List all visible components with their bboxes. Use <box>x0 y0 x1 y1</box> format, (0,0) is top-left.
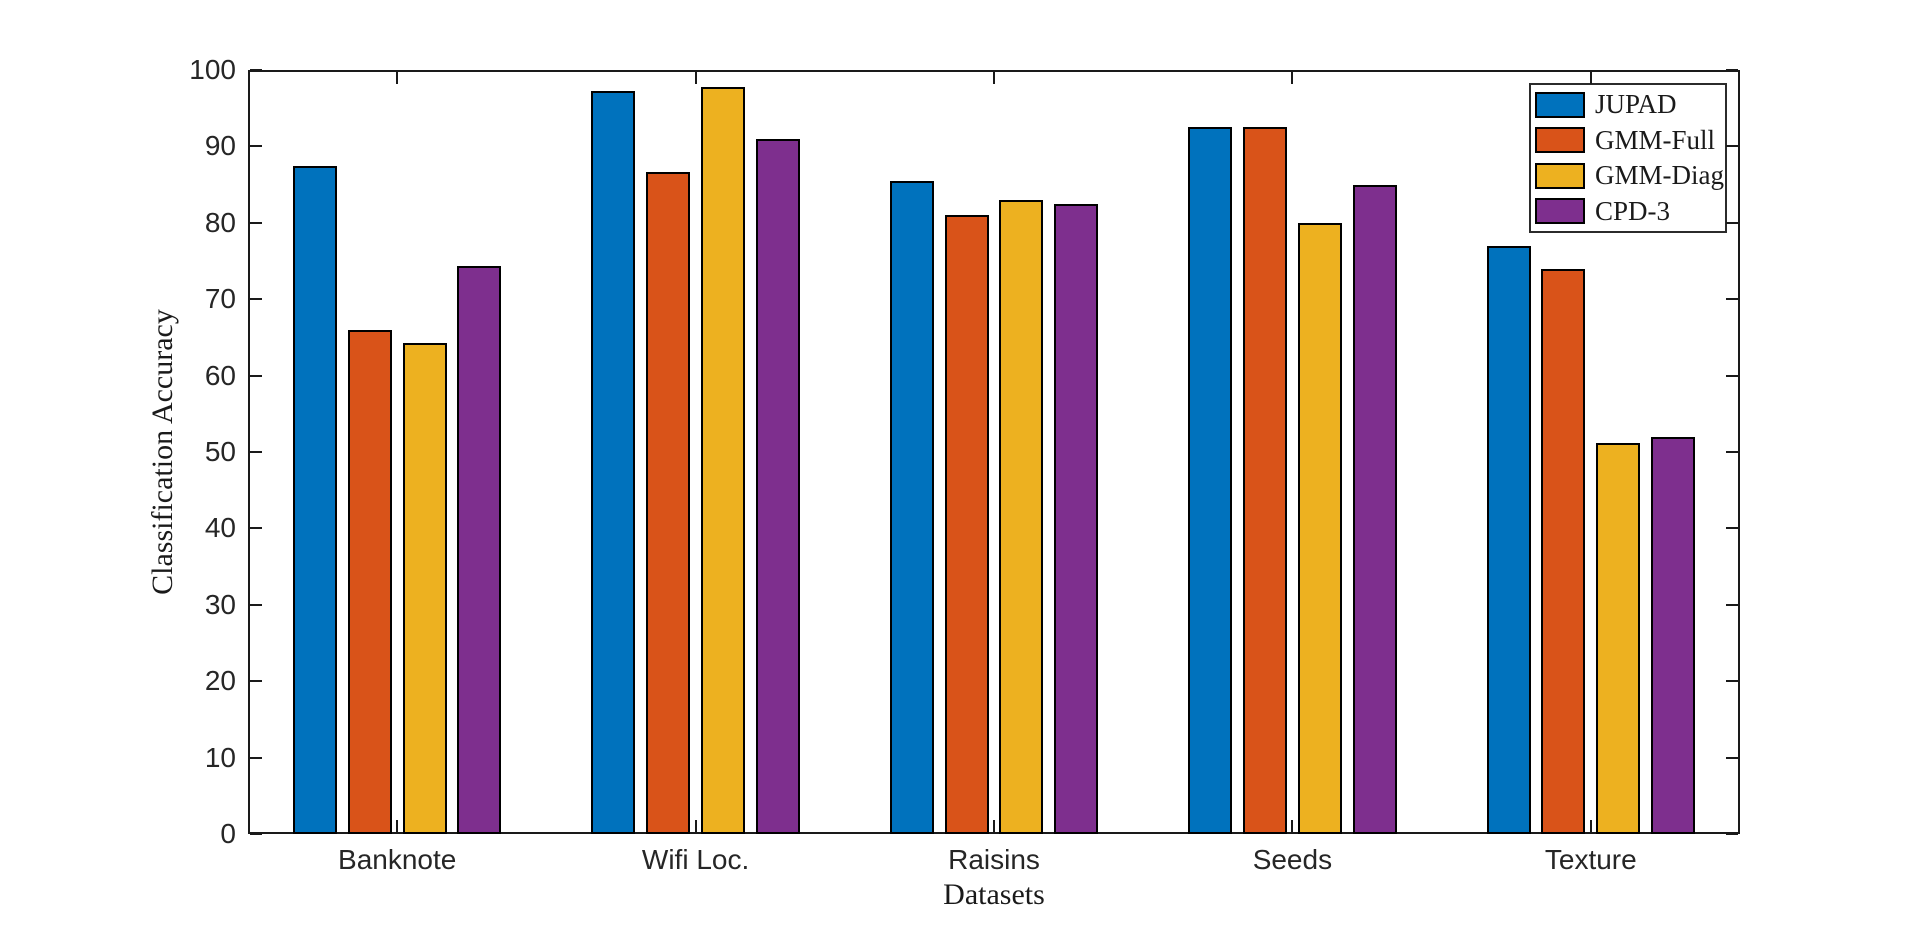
y-tick-mark-left <box>250 145 262 148</box>
x-tick-mark-top <box>993 72 995 84</box>
bar-jupad-banknote <box>293 166 337 834</box>
y-tick-mark-left <box>250 527 262 530</box>
bar-gmm-full-raisins <box>944 215 989 834</box>
y-tick-label: 10 <box>204 741 236 773</box>
bar-gmm-full-banknote <box>347 329 392 834</box>
bar-gmm-diag-banknote <box>402 342 447 834</box>
legend-row-gmm-diag: GMM-Diag <box>1535 160 1725 191</box>
y-tick-mark-left <box>250 833 262 835</box>
legend-label: CPD-3 <box>1595 195 1671 226</box>
bar-gmm-diag-seeds <box>1297 222 1342 834</box>
x-tick-mark-top <box>396 72 399 84</box>
y-tick-label: 60 <box>204 359 236 391</box>
x-tick-label-wifi-loc-: Wifi Loc. <box>641 844 750 875</box>
x-tick-label-raisins: Raisins <box>948 844 1040 875</box>
y-tick-label: 70 <box>204 283 236 315</box>
y-tick-label: 0 <box>220 818 236 849</box>
legend-label: JUPAD <box>1595 89 1677 120</box>
x-tick-mark-bottom <box>1589 820 1592 832</box>
y-tick-mark-right <box>1726 221 1738 224</box>
y-tick-mark-right <box>1726 145 1738 148</box>
y-tick-label: 40 <box>204 512 236 544</box>
x-tick-mark-top <box>1589 72 1592 84</box>
y-tick-label: 50 <box>204 436 236 467</box>
y-tick-mark-right <box>1726 69 1738 71</box>
y-tick-mark-left <box>250 680 262 683</box>
legend-swatch-icon <box>1535 91 1585 118</box>
y-tick-label: 30 <box>204 588 236 620</box>
legend-swatch-icon <box>1535 198 1585 225</box>
legend-label: GMM-Full <box>1595 124 1716 155</box>
bar-jupad-texture <box>1486 245 1531 834</box>
x-tick-label-banknote: Banknote <box>338 844 457 875</box>
x-tick-mark-bottom <box>396 820 399 832</box>
y-tick-label: 100 <box>189 54 236 85</box>
y-tick-mark-right <box>1726 451 1738 453</box>
legend-row-jupad: JUPAD <box>1535 89 1725 120</box>
y-tick-mark-right <box>1726 680 1738 683</box>
x-tick-mark-top <box>1291 72 1294 84</box>
y-tick-mark-left <box>250 451 262 453</box>
y-tick-label: 20 <box>204 665 236 697</box>
x-tick-mark-bottom <box>694 820 697 832</box>
x-tick-mark-bottom <box>1291 820 1294 832</box>
y-tick-mark-right <box>1726 603 1738 606</box>
legend: JUPAD GMM-Full GMM-Diag CPD-3 <box>1529 83 1727 233</box>
bar-gmm-diag-texture <box>1596 442 1641 834</box>
y-tick-mark-right <box>1726 833 1738 835</box>
bar-cpd-3-wifi-loc- <box>755 138 800 834</box>
legend-label: GMM-Diag <box>1595 160 1724 191</box>
bar-gmm-full-seeds <box>1243 127 1287 834</box>
y-tick-mark-left <box>250 374 262 377</box>
y-tick-label: 80 <box>204 206 236 238</box>
y-tick-mark-left <box>250 221 262 224</box>
bar-cpd-3-raisins <box>1054 203 1099 834</box>
bar-gmm-full-wifi-loc- <box>646 171 691 834</box>
bar-jupad-raisins <box>889 180 934 834</box>
bar-cpd-3-texture <box>1651 436 1695 834</box>
y-tick-mark-left <box>250 69 262 71</box>
bar-gmm-diag-raisins <box>999 199 1044 834</box>
bar-cpd-3-banknote <box>457 265 502 834</box>
bar-gmm-diag-wifi-loc- <box>701 86 745 834</box>
legend-row-cpd-3: CPD-3 <box>1535 196 1725 227</box>
bar-jupad-wifi-loc- <box>591 90 636 834</box>
y-tick-mark-right <box>1726 374 1738 377</box>
y-tick-mark-right <box>1726 298 1738 301</box>
x-tick-mark-bottom <box>993 820 995 832</box>
bar-cpd-3-seeds <box>1352 184 1397 834</box>
y-tick-label: 90 <box>204 130 236 162</box>
legend-swatch-icon <box>1535 162 1585 189</box>
bar-gmm-full-texture <box>1541 268 1586 834</box>
y-tick-mark-left <box>250 603 262 606</box>
y-tick-mark-left <box>250 298 262 301</box>
x-tick-label-seeds: Seeds <box>1252 844 1333 875</box>
y-tick-mark-right <box>1726 527 1738 530</box>
y-tick-mark-right <box>1726 756 1738 759</box>
x-tick-label-texture: Texture <box>1544 844 1637 875</box>
x-axis-label: Datasets <box>943 878 1045 911</box>
y-tick-mark-left <box>250 756 262 759</box>
bar-jupad-seeds <box>1188 127 1233 834</box>
legend-row-gmm-full: GMM-Full <box>1535 125 1725 156</box>
x-tick-mark-top <box>694 72 697 84</box>
legend-swatch-icon <box>1535 127 1585 154</box>
